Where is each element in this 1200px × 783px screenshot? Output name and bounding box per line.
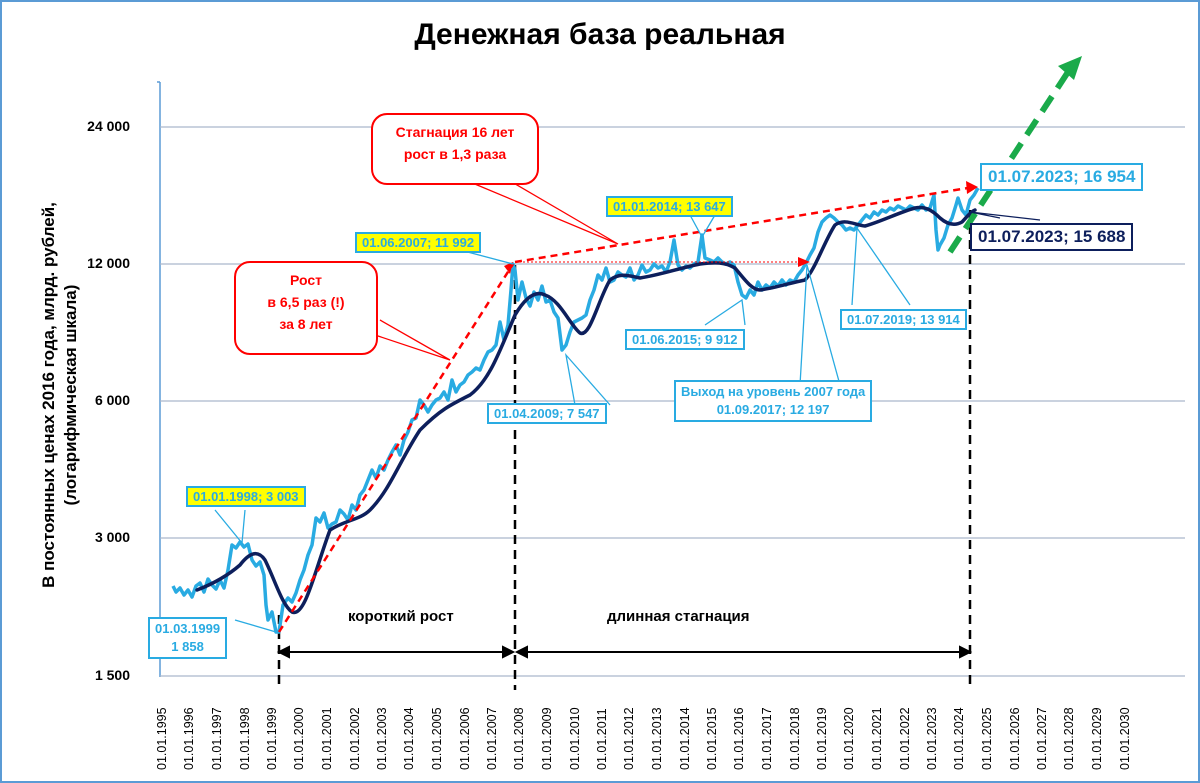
y-tick-24000: 24 000 — [87, 118, 130, 134]
x-tick: 01.01.2021 — [870, 707, 884, 770]
label-1999-value: 1 858 — [171, 639, 204, 654]
callout-growth-line3: за 8 лет — [279, 316, 333, 332]
x-tick: 01.01.2030 — [1118, 707, 1132, 770]
forecast-arrow — [947, 70, 1071, 254]
average-series-line — [195, 205, 977, 615]
label-2014-peak: 01.01.2014; 13 647 — [606, 196, 733, 217]
x-tick: 01.01.2005 — [430, 707, 444, 770]
x-tick: 01.01.1996 — [182, 707, 196, 770]
period-label-short-growth: короткий рост — [348, 608, 454, 625]
y-tick-6000: 6 000 — [94, 392, 130, 408]
callout-stagnation: Стагнация 16 лет рост в 1,3 раза — [371, 113, 539, 185]
x-tick: 01.01.2006 — [458, 707, 472, 770]
x-tick: 01.01.2009 — [540, 707, 554, 770]
callout-stagnation-line2: рост в 1,3 раза — [403, 146, 507, 162]
x-tick: 01.01.2018 — [788, 707, 802, 770]
x-tick: 01.01.2017 — [760, 707, 774, 770]
x-tick: 01.01.2022 — [898, 707, 912, 770]
x-tick: 01.01.2023 — [925, 707, 939, 770]
x-tick: 01.01.2026 — [1008, 707, 1022, 770]
period-arrows — [276, 645, 973, 659]
period-label-long-stagnation: длинная стагнация — [607, 608, 750, 625]
chart-title: Денежная база реальная — [414, 18, 786, 51]
x-tick: 01.01.1999 — [265, 707, 279, 770]
x-tick: 01.01.2002 — [348, 707, 362, 770]
x-tick: 01.01.2004 — [402, 707, 416, 770]
callout-growth-line1: Рост — [290, 272, 322, 288]
x-tick: 01.01.1997 — [210, 707, 224, 770]
x-tick: 01.01.2015 — [705, 707, 719, 770]
label-2017-value: 01.09.2017; 12 197 — [716, 402, 830, 417]
x-tick: 01.01.2003 — [375, 707, 389, 770]
label-2007-peak: 01.06.2007; 11 992 — [355, 232, 482, 253]
y-tick-1500: 1 500 — [94, 667, 130, 683]
x-tick: 01.01.2012 — [622, 707, 636, 770]
stagnation-trend-line — [514, 186, 969, 264]
x-tick: 01.01.2028 — [1062, 707, 1076, 770]
y-tick-12000: 12 000 — [87, 255, 130, 271]
x-tick: 01.01.2000 — [292, 707, 306, 770]
x-tick: 01.01.1998 — [238, 707, 252, 770]
label-pointers — [214, 181, 986, 633]
label-2023-average: 01.07.2023; 15 688 — [970, 223, 1134, 251]
callout-growth-line2: в 6,5 раз (!) — [267, 294, 345, 310]
x-tick: 01.01.2027 — [1035, 707, 1049, 770]
y-tick-3000: 3 000 — [94, 529, 130, 545]
callout-growth: Рост в 6,5 раз (!) за 8 лет — [234, 261, 378, 355]
x-tick: 01.01.2001 — [320, 707, 334, 770]
label-1998-peak: 01.01.1998; 3 003 — [186, 486, 306, 507]
x-tick: 01.01.1995 — [155, 707, 169, 770]
label-2017-caption: Выход на уровень 2007 года — [681, 384, 866, 399]
label-1999-low: 01.03.1999 1 858 — [148, 617, 228, 659]
callout-stagnation-line1: Стагнация 16 лет — [395, 124, 515, 140]
label-2009-low: 01.04.2009; 7 547 — [487, 403, 607, 424]
x-tick: 01.01.2014 — [678, 707, 692, 770]
x-tick: 01.01.2025 — [980, 707, 994, 770]
x-tick: 01.01.2019 — [815, 707, 829, 770]
label-2017-recovery: Выход на уровень 2007 года 01.09.2017; 1… — [674, 380, 873, 422]
label-2023-monthly: 01.07.2023; 16 954 — [980, 163, 1144, 191]
x-tick: 01.01.2007 — [485, 707, 499, 770]
x-tick: 01.01.2013 — [650, 707, 664, 770]
callout-pointers — [374, 177, 619, 361]
monthly-series-line — [171, 187, 980, 634]
x-tick: 01.01.2010 — [568, 707, 582, 770]
growth-trend-line — [277, 263, 515, 633]
x-tick: 01.01.2020 — [842, 707, 856, 770]
x-tick: 01.01.2024 — [952, 707, 966, 770]
x-tick: 01.01.2008 — [512, 707, 526, 770]
x-tick: 01.01.2029 — [1090, 707, 1104, 770]
x-tick: 01.01.2016 — [732, 707, 746, 770]
label-2019: 01.07.2019; 13 914 — [840, 309, 967, 330]
label-2015-low: 01.06.2015; 9 912 — [625, 329, 745, 350]
label-1999-date: 01.03.1999 — [155, 621, 221, 636]
x-tick: 01.01.2011 — [595, 708, 609, 770]
